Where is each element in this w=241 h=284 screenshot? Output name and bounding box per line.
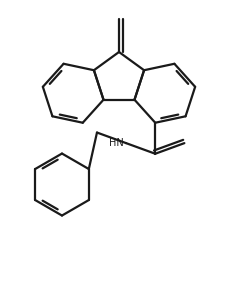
Text: HN: HN	[109, 138, 124, 148]
